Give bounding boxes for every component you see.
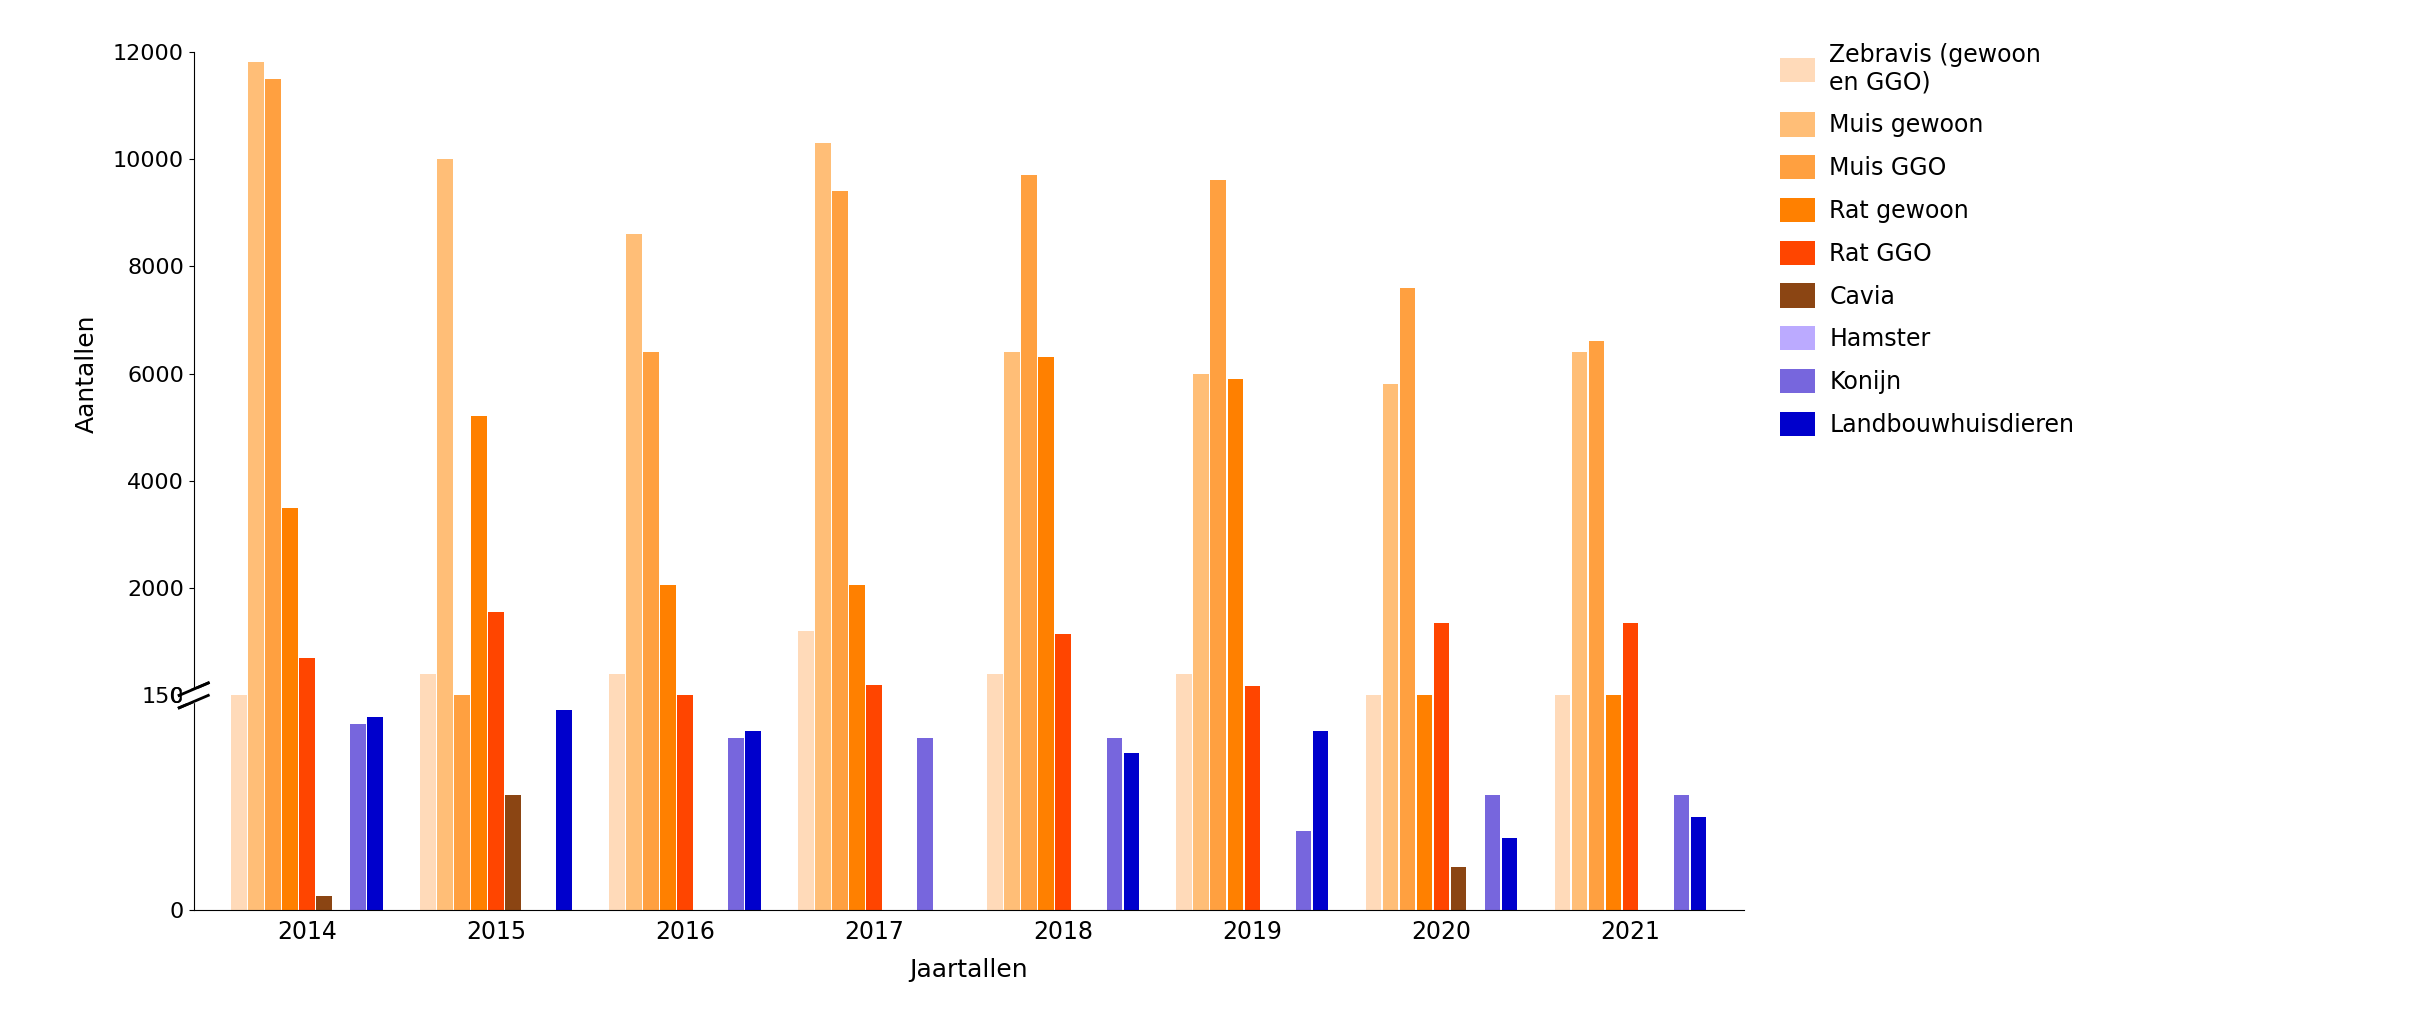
Bar: [1245, 696, 1259, 910]
Bar: [988, 674, 1003, 696]
Bar: [850, 696, 865, 910]
Bar: [988, 696, 1003, 910]
Bar: [283, 508, 298, 696]
Bar: [661, 585, 676, 696]
Bar: [610, 696, 625, 910]
Bar: [300, 658, 315, 696]
Bar: [1383, 696, 1397, 910]
Bar: [1039, 696, 1054, 910]
Bar: [1211, 181, 1226, 696]
Bar: [850, 585, 865, 696]
Bar: [266, 79, 281, 696]
Bar: [1572, 353, 1586, 696]
Bar: [1022, 175, 1037, 696]
Bar: [867, 696, 882, 910]
Bar: [1366, 696, 1381, 910]
Bar: [833, 696, 848, 910]
Bar: [1245, 686, 1259, 696]
Bar: [1313, 731, 1327, 910]
Bar: [506, 795, 521, 910]
Bar: [1417, 696, 1431, 910]
Bar: [1005, 353, 1020, 696]
Y-axis label: Aantallen: Aantallen: [75, 314, 99, 433]
Bar: [627, 696, 642, 910]
Bar: [351, 724, 366, 910]
Bar: [746, 731, 761, 910]
Bar: [644, 696, 659, 910]
Bar: [438, 696, 453, 910]
Bar: [1228, 696, 1242, 910]
X-axis label: Jaartallen: Jaartallen: [911, 957, 1027, 981]
Bar: [644, 353, 659, 696]
Bar: [1606, 696, 1620, 910]
Bar: [1211, 696, 1226, 910]
Bar: [799, 631, 814, 696]
Bar: [918, 738, 932, 910]
Bar: [300, 696, 315, 910]
Legend: Zebravis (gewoon
en GGO), Muis gewoon, Muis GGO, Rat gewoon, Rat GGO, Cavia, Ham: Zebravis (gewoon en GGO), Muis gewoon, M…: [1780, 42, 2076, 436]
Bar: [1485, 795, 1499, 910]
Bar: [249, 696, 264, 910]
Bar: [1039, 358, 1054, 696]
Bar: [438, 159, 453, 696]
Bar: [1674, 795, 1688, 910]
Bar: [283, 696, 298, 910]
Bar: [1502, 839, 1516, 910]
Bar: [421, 696, 436, 910]
Bar: [1589, 696, 1603, 910]
Bar: [472, 417, 487, 696]
Bar: [249, 62, 264, 696]
Bar: [1623, 622, 1637, 696]
Bar: [1434, 622, 1448, 696]
Bar: [1056, 634, 1071, 696]
Bar: [1194, 696, 1209, 910]
Bar: [610, 674, 625, 696]
Bar: [368, 717, 383, 910]
Bar: [627, 234, 642, 696]
Bar: [867, 685, 882, 696]
Bar: [833, 191, 848, 696]
Bar: [489, 696, 504, 910]
Bar: [233, 696, 247, 910]
Bar: [1691, 817, 1705, 910]
Bar: [317, 895, 332, 910]
Bar: [455, 696, 470, 910]
Bar: [1296, 831, 1310, 910]
Bar: [1555, 696, 1569, 910]
Bar: [678, 696, 693, 910]
Bar: [729, 738, 744, 910]
Bar: [1434, 696, 1448, 910]
Bar: [1228, 378, 1242, 696]
Bar: [1124, 753, 1138, 910]
Bar: [472, 696, 487, 910]
Bar: [557, 709, 572, 910]
Bar: [1005, 696, 1020, 910]
Bar: [1623, 696, 1637, 910]
Bar: [1572, 696, 1586, 910]
Bar: [1451, 868, 1465, 910]
Bar: [661, 696, 676, 910]
Bar: [816, 143, 831, 696]
Bar: [1177, 674, 1192, 696]
Bar: [1400, 287, 1414, 696]
Bar: [1177, 696, 1192, 910]
Bar: [799, 696, 814, 910]
Bar: [266, 696, 281, 910]
Bar: [489, 612, 504, 696]
Bar: [1022, 696, 1037, 910]
Bar: [1194, 373, 1209, 696]
Bar: [816, 696, 831, 910]
Bar: [1400, 696, 1414, 910]
Bar: [1107, 738, 1121, 910]
Bar: [1589, 341, 1603, 696]
Bar: [421, 674, 436, 696]
Bar: [1383, 385, 1397, 696]
Bar: [1056, 696, 1071, 910]
